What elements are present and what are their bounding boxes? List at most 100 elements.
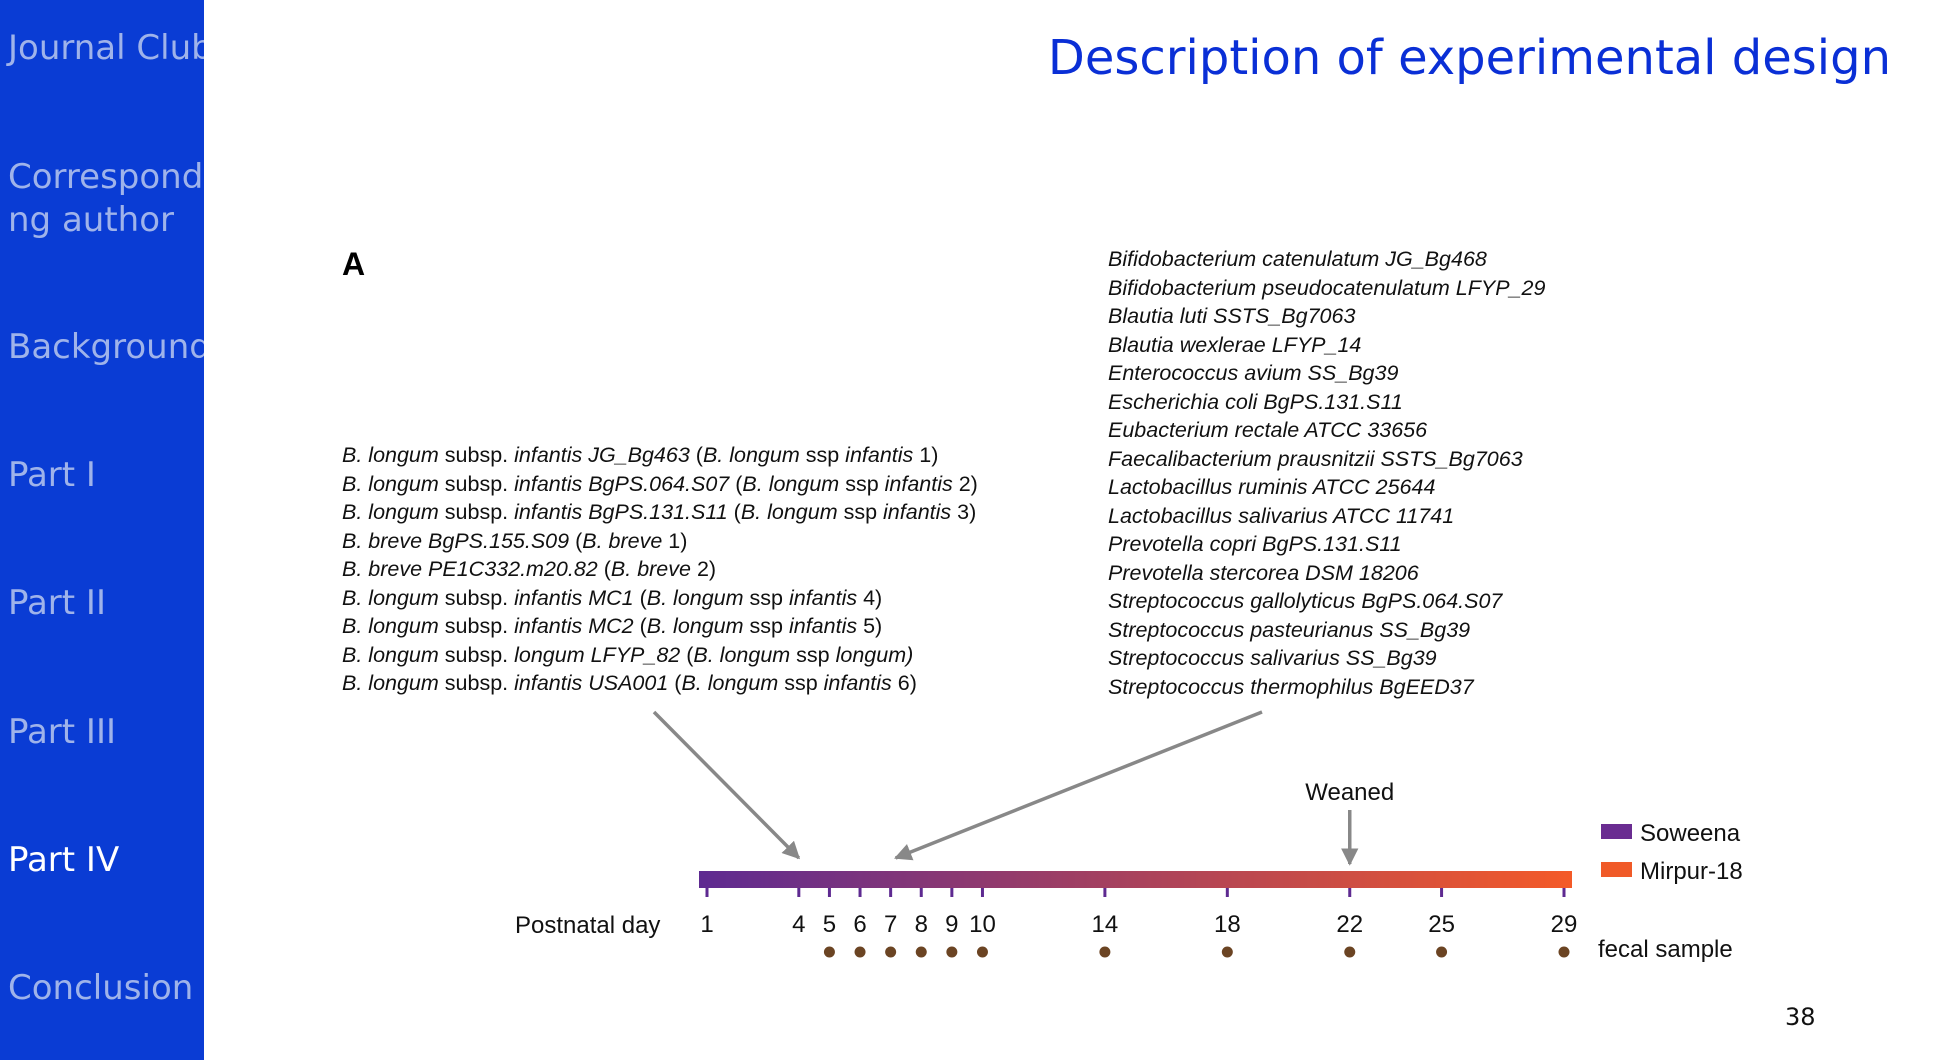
- late-strain-item: Streptococcus salivarius SS_Bg39: [1108, 646, 1437, 670]
- tick-label: 8: [915, 911, 928, 938]
- early-strain-item: B. breve PE1C332.m20.82 (B. breve 2): [342, 555, 978, 584]
- early-strain-item: B. longum subsp. infantis BgPS.064.S07 (…: [342, 470, 978, 499]
- strain-text-part: (: [729, 471, 743, 496]
- strain-text-part: infantis USA001: [514, 671, 669, 695]
- timeline-ticks: [705, 888, 1566, 897]
- nav-item-part-2[interactable]: Part II: [8, 583, 106, 623]
- fecal-sample-dot: [1099, 946, 1111, 958]
- tick-label: 18: [1214, 911, 1241, 938]
- late-strain-item: Blautia luti SSTS_Bg7063: [1108, 304, 1356, 328]
- strain-text-part: infantis: [845, 443, 914, 467]
- strain-text-part: subsp.: [438, 642, 515, 667]
- early-strain-item: B. longum subsp. infantis MC2 (B. longum…: [342, 612, 978, 641]
- nav-item-corresponding-author-line2: ng author: [8, 200, 174, 240]
- fecal-sample-dot: [823, 946, 835, 958]
- late-strain-list: Bifidobacterium catenulatum JG_Bg468 Bifi…: [1108, 245, 1545, 701]
- early-gavage-arrow: [652, 710, 801, 860]
- strain-text-part: longum LFYP_82: [514, 642, 681, 667]
- late-gavage-arrow: [894, 710, 1263, 861]
- strain-text-part: B. longum: [681, 671, 779, 695]
- strain-text-part: subsp.: [438, 471, 515, 496]
- late-strain-item: Blautia wexlerae LFYP_14: [1108, 332, 1362, 357]
- strain-text-part: B. longum: [342, 671, 439, 695]
- late-strain-item: Prevotella copri BgPS.131.S11: [1108, 532, 1402, 556]
- strain-text-part: longum): [835, 642, 914, 667]
- strain-text-part: subsp.: [438, 443, 515, 467]
- strain-text-part: infantis MC1: [514, 585, 634, 610]
- strain-text-part: (: [668, 671, 682, 695]
- strain-text-part: B. longum: [342, 471, 439, 496]
- strain-text-part: infantis MC2: [514, 614, 634, 638]
- strain-text-part: subsp.: [438, 500, 515, 524]
- nav-item-conclusion[interactable]: Conclusion: [8, 968, 194, 1008]
- legend-label-mirpur: Mirpur-18: [1640, 858, 1743, 885]
- strain-text-part: 1): [662, 528, 688, 553]
- early-strain-item: B. breve BgPS.155.S09 (B. breve 1): [342, 527, 978, 556]
- strain-text-part: ssp: [790, 642, 836, 667]
- strain-text-part: infantis JG_Bg463: [514, 443, 690, 467]
- strain-text-part: (: [680, 642, 694, 667]
- nav-item-corresponding-author[interactable]: Correspondi ng author: [8, 156, 204, 242]
- late-strain-item: Bifidobacterium pseudocatenulatum LFYP_2…: [1108, 275, 1546, 300]
- strain-text-part: ssp: [839, 471, 885, 496]
- page-title: Description of experimental design: [1047, 30, 1891, 86]
- early-strain-item: B. longum subsp. infantis USA001 (B. lon…: [342, 669, 978, 698]
- tick-label: 22: [1336, 911, 1363, 938]
- timeline-tick-labels: 1 4 5 6 7 8 9 10 14 18 22 25 29: [700, 911, 1577, 938]
- late-strain-item: Bifidobacterium catenulatum JG_Bg468: [1108, 247, 1487, 271]
- legend-swatch-soweena: [1601, 824, 1632, 839]
- late-strain-item: Prevotella stercorea DSM 18206: [1108, 560, 1419, 585]
- strain-text-part: B. longum: [740, 500, 838, 524]
- strain-text-part: 3): [951, 500, 977, 524]
- early-strain-item: B. longum subsp. infantis MC1 (B. longum…: [342, 584, 978, 613]
- strain-text-part: ssp: [743, 585, 789, 610]
- strain-text-part: infantis: [788, 614, 858, 638]
- late-strain-item: Faecalibacterium prausnitzii SSTS_Bg7063: [1108, 446, 1523, 471]
- strain-text-part: infantis: [883, 500, 952, 524]
- strain-text-part: ssp: [743, 614, 789, 638]
- tick-label: 1: [700, 911, 713, 938]
- tick-label: 5: [823, 911, 836, 938]
- fecal-sample-label: fecal sample: [1598, 936, 1733, 963]
- strain-text-part: 2): [690, 557, 717, 581]
- strain-text-part: ssp: [837, 500, 884, 524]
- strain-text-part: (: [633, 585, 647, 610]
- timeline-bar: [699, 871, 1572, 888]
- strain-text-part: B. longum: [342, 443, 439, 467]
- nav-item-part-4[interactable]: Part IV: [8, 840, 120, 880]
- late-strain-item: Streptococcus thermophilus BgEED37: [1108, 674, 1474, 699]
- tick-label: 9: [945, 911, 958, 938]
- fecal-sample-dot: [946, 946, 958, 958]
- strain-text-part: 1): [913, 443, 939, 467]
- fecal-sample-dot: [854, 946, 866, 958]
- strain-text-part: B. breve: [610, 557, 691, 581]
- strain-text-part: infantis: [823, 671, 892, 695]
- strain-text-part: ssp: [799, 443, 846, 467]
- nav-item-background[interactable]: Background: [8, 327, 204, 367]
- strain-text-part: (: [727, 500, 741, 524]
- early-strain-item: B. longum subsp. infantis JG_Bg463 (B. l…: [342, 441, 978, 470]
- strain-text-part: 2): [952, 471, 978, 496]
- strain-text-part: ssp: [778, 671, 824, 695]
- nav-item-part-1[interactable]: Part I: [8, 455, 96, 495]
- strain-text-part: infantis BgPS.131.S11: [514, 500, 728, 524]
- tick-label: 6: [853, 911, 866, 938]
- strain-text-part: infantis: [788, 585, 858, 610]
- late-strain-item: Streptococcus pasteurianus SS_Bg39: [1108, 617, 1471, 642]
- strain-text-part: B. longum: [342, 614, 439, 638]
- strain-text-part: B. longum: [646, 585, 744, 610]
- strain-text-part: infantis: [884, 471, 953, 496]
- early-strain-item: B. longum subsp. longum LFYP_82 (B. long…: [342, 641, 978, 670]
- late-strain-item: Streptococcus gallolyticus BgPS.064.S07: [1108, 589, 1503, 613]
- nav-item-part-3[interactable]: Part III: [8, 712, 117, 752]
- fecal-sample-dot: [1344, 946, 1356, 958]
- strain-text-part: B. longum: [342, 500, 439, 524]
- fecal-sample-dot: [1436, 946, 1448, 958]
- tick-label: 25: [1428, 911, 1455, 938]
- nav-item-journal-club[interactable]: Journal Club: [8, 28, 204, 68]
- strain-text-part: B. longum: [693, 642, 791, 667]
- strain-text-part: (: [689, 443, 703, 467]
- sidebar-nav: Journal Club Correspondi ng author Backg…: [0, 0, 204, 1060]
- late-strain-item: Eubacterium rectale ATCC 33656: [1108, 418, 1428, 442]
